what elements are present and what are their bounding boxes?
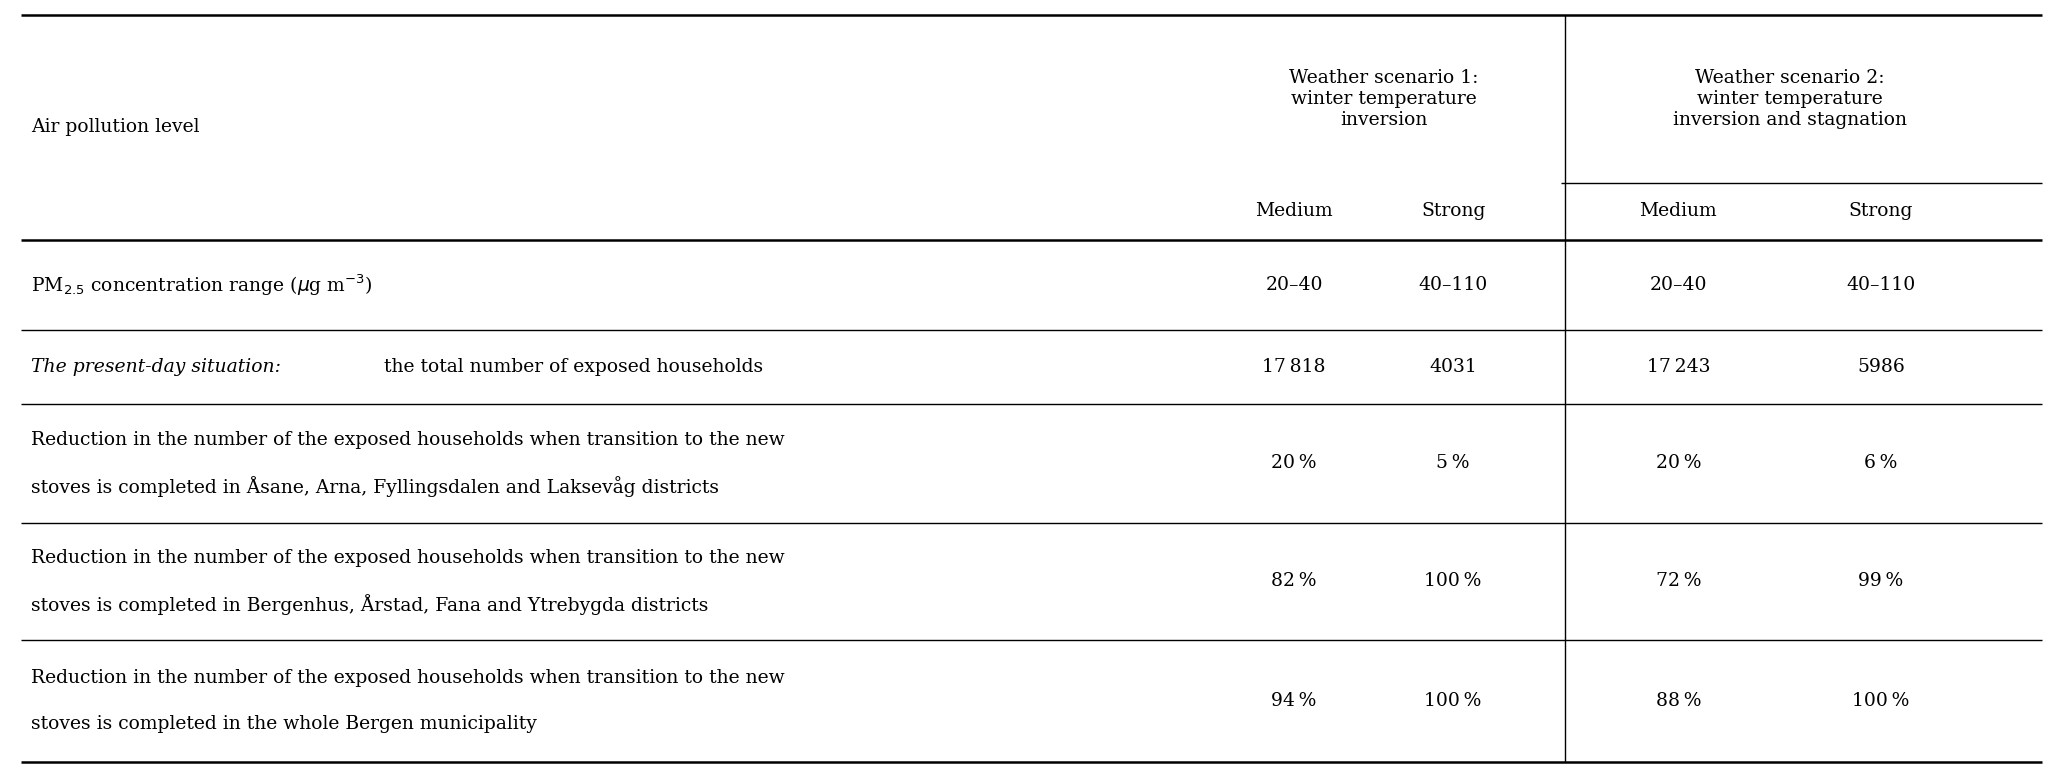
- Text: Weather scenario 2:
winter temperature
inversion and stagnation: Weather scenario 2: winter temperature i…: [1672, 69, 1908, 129]
- Text: Strong: Strong: [1848, 202, 1914, 220]
- Text: Air pollution level: Air pollution level: [31, 118, 200, 136]
- Text: Strong: Strong: [1420, 202, 1486, 220]
- Text: 5986: 5986: [1856, 358, 1906, 376]
- Text: the total number of exposed households: the total number of exposed households: [378, 358, 763, 376]
- Text: 5 %: 5 %: [1437, 454, 1470, 472]
- Text: 82 %: 82 %: [1271, 573, 1317, 591]
- Text: Medium: Medium: [1639, 202, 1718, 220]
- Text: 20–40: 20–40: [1265, 276, 1323, 294]
- Text: 20 %: 20 %: [1656, 454, 1701, 472]
- Text: 99 %: 99 %: [1858, 573, 1904, 591]
- Text: The present-day situation:: The present-day situation:: [31, 358, 281, 376]
- Text: 100 %: 100 %: [1424, 692, 1482, 710]
- Text: 17 818: 17 818: [1263, 358, 1325, 376]
- Text: 100 %: 100 %: [1424, 573, 1482, 591]
- Text: 20 %: 20 %: [1271, 454, 1317, 472]
- Text: stoves is completed in the whole Bergen municipality: stoves is completed in the whole Bergen …: [31, 715, 537, 734]
- Text: PM$_{2.5}$ concentration range ($\mu$g m$^{-3}$): PM$_{2.5}$ concentration range ($\mu$g m…: [31, 272, 372, 298]
- Text: 20–40: 20–40: [1649, 276, 1707, 294]
- Text: Medium: Medium: [1255, 202, 1333, 220]
- Text: 40–110: 40–110: [1846, 276, 1916, 294]
- Text: 94 %: 94 %: [1271, 692, 1317, 710]
- Text: 100 %: 100 %: [1852, 692, 1910, 710]
- Text: 17 243: 17 243: [1647, 358, 1709, 376]
- Text: 6 %: 6 %: [1864, 454, 1898, 472]
- Text: 88 %: 88 %: [1656, 692, 1701, 710]
- Text: Reduction in the number of the exposed households when transition to the new: Reduction in the number of the exposed h…: [31, 549, 785, 567]
- Text: stoves is completed in Åsane, Arna, Fyllingsdalen and Laksevåg districts: stoves is completed in Åsane, Arna, Fyll…: [31, 476, 719, 497]
- Text: 4031: 4031: [1428, 358, 1478, 376]
- Text: Reduction in the number of the exposed households when transition to the new: Reduction in the number of the exposed h…: [31, 668, 785, 687]
- Text: stoves is completed in Bergenhus, Årstad, Fana and Ytrebygda districts: stoves is completed in Bergenhus, Årstad…: [31, 594, 709, 615]
- Text: 72 %: 72 %: [1656, 573, 1701, 591]
- Text: Reduction in the number of the exposed households when transition to the new: Reduction in the number of the exposed h…: [31, 431, 785, 449]
- Text: Weather scenario 1:
winter temperature
inversion: Weather scenario 1: winter temperature i…: [1290, 69, 1478, 129]
- Text: 40–110: 40–110: [1418, 276, 1488, 294]
